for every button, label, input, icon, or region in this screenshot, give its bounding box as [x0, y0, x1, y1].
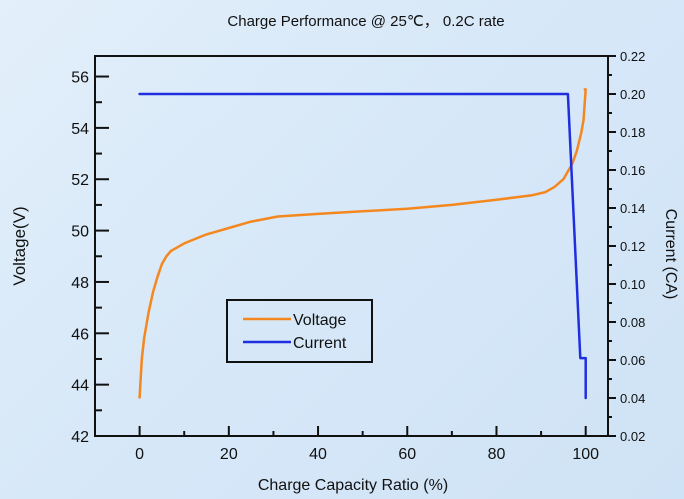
y2-tick-label: 0.04: [620, 391, 645, 406]
x-tick-label: 80: [488, 446, 506, 463]
legend-box: [226, 299, 373, 363]
x-tick-label: 20: [220, 446, 238, 463]
y-tick-label: 50: [71, 224, 89, 241]
legend-label-current: Current: [293, 335, 347, 352]
y-axis-right: 0.02 0.04 0.06 0.08 0.10 0.12 0.14 0.16 0.18 0.20…: [608, 49, 645, 444]
x-tick-label: 40: [309, 446, 327, 463]
y2-tick-label: 0.06: [620, 353, 645, 368]
y-axis-left: 42 44 46 48 50 52 54 56: [71, 70, 109, 446]
x-tick-label: 100: [572, 446, 599, 463]
y2-tick-label: 0.12: [620, 239, 645, 254]
y-axis-title: Voltage(V): [10, 206, 29, 285]
legend: Voltage Current: [226, 299, 373, 363]
series-line-current: [138, 92, 587, 400]
x-axis-title: Charge Capacity Ratio (%): [258, 477, 448, 494]
y2-tick-label: 0.20: [620, 87, 645, 102]
x-tick-label: 60: [398, 446, 416, 463]
legend-label-voltage: Voltage: [293, 312, 346, 329]
y-tick-label: 56: [71, 70, 89, 87]
series-line-voltage: [138, 88, 587, 399]
y2-tick-label: 0.22: [620, 49, 645, 64]
series-layer: [138, 88, 587, 400]
x-axis: 0 20 40 60 80 100: [94, 426, 599, 463]
x-tick-label: 0: [135, 446, 144, 463]
y2-tick-label: 0.08: [620, 315, 645, 330]
y-tick-label: 42: [71, 429, 89, 446]
y-tick-label: 44: [71, 378, 89, 395]
y2-tick-label: 0.16: [620, 163, 645, 178]
y2-axis-title: Current (CA): [662, 209, 679, 300]
y-tick-label: 48: [71, 275, 89, 292]
plot-frame: [94, 55, 609, 437]
y-tick-label: 46: [71, 326, 89, 343]
y2-tick-label: 0.14: [620, 201, 645, 216]
y2-tick-label: 0.02: [620, 429, 645, 444]
y2-tick-label: 0.18: [620, 125, 645, 140]
chart-title: Charge Performance @ 25℃， 0.2C rate: [227, 13, 504, 30]
y-tick-label: 52: [71, 172, 89, 189]
y2-tick-label: 0.10: [620, 277, 645, 292]
y-tick-label: 54: [71, 121, 89, 138]
